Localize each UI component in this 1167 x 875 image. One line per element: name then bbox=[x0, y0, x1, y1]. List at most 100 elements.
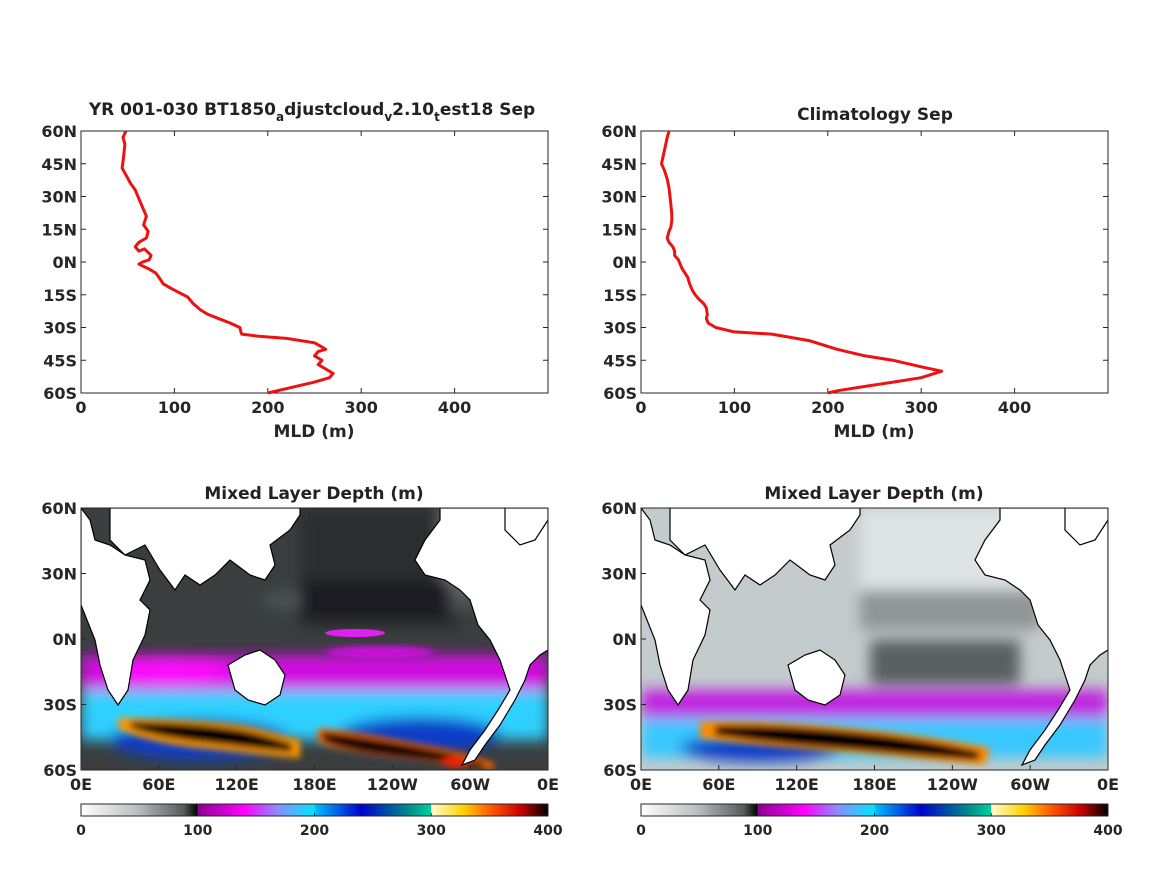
x-tick-label: 200 bbox=[251, 398, 284, 417]
title-part-0: YR 001-030 BT1850 bbox=[88, 100, 276, 120]
x-tick-label: 300 bbox=[904, 398, 937, 417]
map-x-tick-label: 0E bbox=[537, 775, 559, 794]
africa-land bbox=[81, 508, 151, 707]
x-tick-label: 100 bbox=[158, 398, 191, 417]
indian-ocean-magenta bbox=[110, 658, 230, 682]
map-y-tick-label: 60N bbox=[601, 499, 637, 518]
title-part-1: a bbox=[276, 110, 284, 124]
map-x-tick-label: 0E bbox=[1097, 775, 1119, 794]
colorbar-tick-label: 200 bbox=[860, 823, 889, 839]
y-tick-label: 15N bbox=[601, 220, 637, 239]
colorbar-tick-label: 300 bbox=[417, 823, 446, 839]
y-tick-label: 15S bbox=[603, 286, 637, 305]
colorbar-tick-label: 100 bbox=[183, 823, 212, 839]
map-y-tick-label: 0N bbox=[52, 630, 77, 649]
y-tick-label: 45S bbox=[43, 351, 77, 370]
colorbar-tick-label: 0 bbox=[636, 823, 646, 839]
x-tick-label: 0 bbox=[635, 398, 646, 417]
equatorial-magenta-streak-2 bbox=[325, 646, 435, 658]
title-part-4: 2.10 bbox=[392, 100, 434, 120]
map-x-tick-label: 120E bbox=[775, 775, 819, 794]
x-tick-label: 300 bbox=[344, 398, 377, 417]
americas-land bbox=[414, 508, 548, 767]
colorbar-tick-label: 300 bbox=[977, 823, 1006, 839]
map-x-tick-label: 60E bbox=[702, 775, 735, 794]
map-field bbox=[641, 508, 1108, 770]
map-x-tick-label: 180E bbox=[292, 775, 336, 794]
map-x-tick-label: 0E bbox=[630, 775, 652, 794]
map-title-climatology: Mixed Layer Depth (m) bbox=[764, 484, 983, 504]
y-tick-label: 15N bbox=[41, 220, 77, 239]
y-tick-label: 15S bbox=[43, 286, 77, 305]
acc-core bbox=[118, 718, 495, 770]
tropical-dark-band bbox=[300, 580, 450, 620]
map-axis-ticks: 0E 60E 120E 180E 120W 60W 0E 60N 30N 0N 30S 60S bbox=[601, 499, 1119, 794]
map-x-tick-label: 120W bbox=[367, 775, 418, 794]
map-y-tick-label: 60N bbox=[41, 499, 77, 518]
title-part-5: t bbox=[434, 110, 440, 124]
mld-map-panel-model: Mixed Layer Depth (m) bbox=[41, 484, 563, 839]
x-tick-label: 400 bbox=[438, 398, 471, 417]
x-tick-label: 0 bbox=[75, 398, 86, 417]
australia-land bbox=[787, 649, 846, 706]
y-tick-label: 60S bbox=[603, 384, 637, 403]
map-x-tick-label: 120W bbox=[927, 775, 978, 794]
africa-land bbox=[641, 508, 711, 707]
tropical-band bbox=[860, 590, 1040, 630]
southern-subtropics-zone bbox=[641, 690, 1108, 720]
australia-land bbox=[227, 649, 286, 706]
axis-ticks: 0 100 200 300 400 60N 45N 30N 15N 0N 15S 30S 45S 60S bbox=[601, 122, 1108, 417]
x-tick-label: 200 bbox=[811, 398, 844, 417]
map-x-tick-label: 60W bbox=[1010, 775, 1050, 794]
map-y-tick-label: 30S bbox=[603, 696, 637, 715]
title-part-2: djustcloud bbox=[284, 100, 384, 120]
equatorial-magenta-streak bbox=[325, 629, 385, 637]
map-title-model: Mixed Layer Depth (m) bbox=[204, 484, 423, 504]
panel-title-model: YR 001-030 BT1850adjustcloudv2.10test18 … bbox=[88, 100, 535, 124]
x-tick-label: 100 bbox=[718, 398, 751, 417]
map-x-tick-label: 60E bbox=[142, 775, 175, 794]
panel-title-climatology: Climatology Sep bbox=[797, 105, 953, 125]
y-tick-label: 45N bbox=[601, 155, 637, 174]
mld-profile-panel-model: YR 001-030 BT1850adjustcloudv2.10test18 … bbox=[41, 100, 549, 442]
colorbar-tick-label: 200 bbox=[300, 823, 329, 839]
colorbar-tick-label: 400 bbox=[533, 823, 562, 839]
y-tick-label: 60S bbox=[43, 384, 77, 403]
title-part-3: v bbox=[384, 110, 392, 124]
y-tick-label: 0N bbox=[612, 253, 637, 272]
mld-profile-panel-climatology: Climatology Sep 0 100 200 300 400 60N 45N 30N 15… bbox=[601, 105, 1109, 442]
plot-area-frame bbox=[640, 130, 1109, 394]
axis-ticks: 0 100 200 300 400 60N 45N 30N 15N 0N 15S 30S 45S 60S bbox=[41, 122, 548, 417]
mld-map-panel-climatology: Mixed Layer Depth (m) bbox=[601, 484, 1123, 839]
y-tick-label: 45S bbox=[603, 351, 637, 370]
land-masses bbox=[81, 508, 548, 767]
y-tick-label: 60N bbox=[601, 122, 637, 141]
map-y-tick-label: 30N bbox=[41, 565, 77, 584]
y-tick-label: 60N bbox=[41, 122, 77, 141]
colorbar: 0 100 200 300 400 bbox=[636, 803, 1123, 839]
greenland-land bbox=[1064, 508, 1108, 546]
eurasia-land bbox=[669, 508, 861, 592]
mld-profile-line bbox=[120, 130, 335, 395]
map-x-tick-label: 180E bbox=[852, 775, 896, 794]
y-tick-label: 30S bbox=[603, 319, 637, 338]
acc-core bbox=[700, 721, 990, 765]
map-y-tick-label: 0N bbox=[612, 630, 637, 649]
x-tick-label: 400 bbox=[998, 398, 1031, 417]
map-x-tick-label: 120E bbox=[215, 775, 259, 794]
map-axis-ticks: 0E 60E 120E 180E 120W 60W 0E 60N 30N 0N 30S 60S bbox=[41, 499, 559, 794]
colorbar-tick-label: 400 bbox=[1093, 823, 1122, 839]
title-part-6: est18 Sep bbox=[440, 100, 535, 120]
south-pacific-dark bbox=[870, 640, 1020, 685]
colorbar: 0 100 200 300 400 bbox=[76, 803, 563, 839]
colorbar-tick-label: 100 bbox=[743, 823, 772, 839]
map-x-tick-label: 60W bbox=[450, 775, 490, 794]
x-axis-label: MLD (m) bbox=[833, 422, 914, 442]
mld-profile-line bbox=[660, 130, 944, 395]
map-y-tick-label: 30N bbox=[601, 565, 637, 584]
y-tick-label: 30S bbox=[43, 319, 77, 338]
y-tick-label: 30N bbox=[41, 188, 77, 207]
map-x-tick-label: 0E bbox=[70, 775, 92, 794]
land-masses bbox=[641, 508, 1108, 767]
